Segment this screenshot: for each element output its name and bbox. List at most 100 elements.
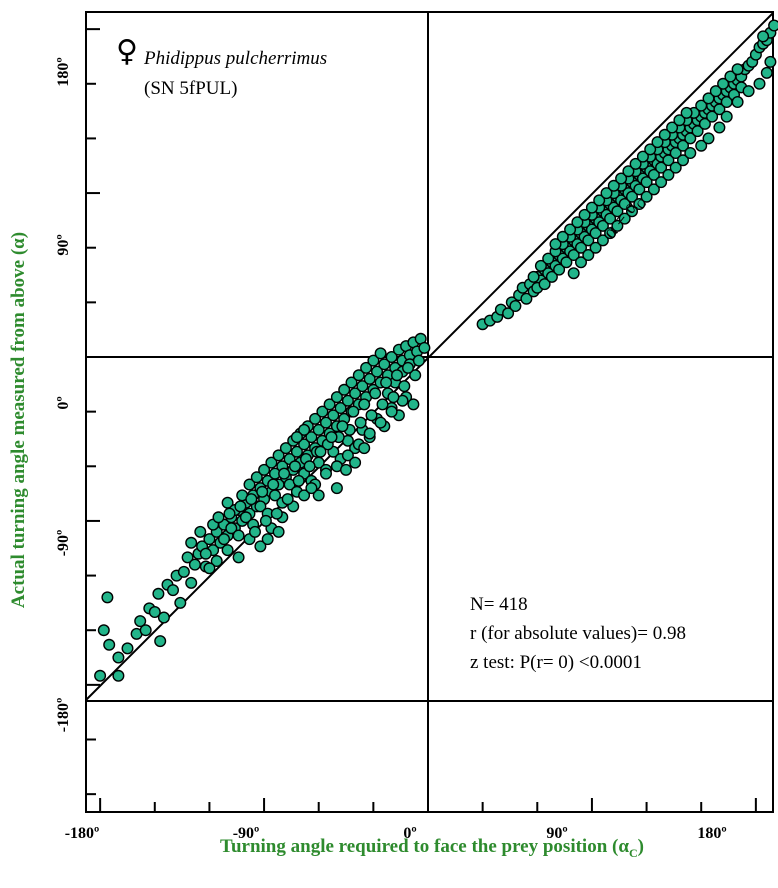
data-point <box>575 241 588 254</box>
data-point <box>644 143 657 156</box>
data-point <box>684 146 697 159</box>
data-point <box>585 201 598 214</box>
data-point <box>378 358 391 371</box>
data-point <box>633 183 646 196</box>
data-point <box>626 190 639 203</box>
data-point <box>380 376 393 389</box>
data-point <box>259 514 272 527</box>
data-point <box>94 669 107 682</box>
data-point <box>538 278 551 291</box>
data-point <box>582 234 595 247</box>
data-point <box>764 55 777 68</box>
data-point <box>349 387 362 400</box>
data-point <box>691 125 704 138</box>
data-point <box>509 300 522 313</box>
data-point <box>338 383 351 396</box>
data-point <box>323 398 336 411</box>
y-tick-label: 0º <box>55 396 72 409</box>
x-tick-label: 180º <box>697 825 726 842</box>
data-point <box>298 489 311 502</box>
y-tick-label: -180º <box>55 698 72 733</box>
tick-marks <box>86 28 757 812</box>
data-point <box>560 256 573 269</box>
data-point <box>618 212 631 225</box>
data-point <box>677 139 690 152</box>
data-point <box>391 369 404 382</box>
data-point <box>636 150 649 163</box>
data-point <box>194 525 207 538</box>
data-point <box>166 584 179 597</box>
data-point <box>232 529 245 542</box>
data-point <box>622 165 635 178</box>
data-point <box>152 587 165 600</box>
data-point <box>270 507 283 520</box>
data-point <box>248 525 261 538</box>
data-point <box>534 259 547 272</box>
data-point <box>305 482 318 495</box>
data-point <box>279 442 292 455</box>
data-point <box>174 596 187 609</box>
y-tick-label: 90º <box>55 234 72 255</box>
data-point <box>334 402 347 415</box>
data-point <box>336 420 349 433</box>
data-point <box>502 307 515 320</box>
data-point <box>367 354 380 367</box>
data-point <box>254 540 267 553</box>
x-tick-label: 0º <box>403 825 416 842</box>
data-point <box>199 547 212 560</box>
data-point <box>553 263 566 276</box>
data-point <box>604 212 617 225</box>
data-point <box>611 219 624 232</box>
data-point <box>289 460 302 473</box>
data-point <box>662 154 675 167</box>
data-point <box>203 533 216 546</box>
data-point <box>278 467 291 480</box>
data-point <box>677 154 690 167</box>
data-point <box>626 205 639 218</box>
data-point <box>292 474 305 487</box>
data-point <box>757 30 770 43</box>
data-point <box>589 227 602 240</box>
data-point <box>564 223 577 236</box>
data-point <box>549 238 562 251</box>
data-point <box>695 139 708 152</box>
data-point <box>702 132 715 145</box>
data-point <box>596 234 609 247</box>
data-point <box>121 642 134 655</box>
data-point <box>702 92 715 105</box>
data-point <box>254 500 267 513</box>
data-point <box>369 387 382 400</box>
data-point <box>232 551 245 564</box>
tick-labels: -180º -90º 0º 90º 180º -180º -90º 0º 90º 180º <box>55 57 727 842</box>
data-point <box>412 354 425 367</box>
chart-title: Phidippus pulcherrimus <box>144 48 328 69</box>
data-point <box>611 205 624 218</box>
stat-z: z test: P(r= 0) <0.0001 <box>470 652 642 673</box>
data-point <box>290 445 303 458</box>
data-point <box>157 611 170 624</box>
data-point <box>221 544 234 557</box>
data-point <box>567 267 580 280</box>
data-point <box>713 121 726 134</box>
x-axis-label-subscript: C <box>628 845 638 860</box>
data-point <box>341 449 354 462</box>
data-point <box>309 412 322 425</box>
data-point <box>658 128 671 141</box>
stat-r: r (for absolute values)= 0.98 <box>470 623 686 644</box>
chart-subtitle: (SN 5fPUL) <box>144 78 238 99</box>
data-point <box>185 536 198 549</box>
data-point <box>655 161 668 174</box>
x-axis-label-suffix: ) <box>637 836 644 857</box>
data-point <box>662 168 675 181</box>
data-point <box>330 391 343 404</box>
data-point <box>409 369 422 382</box>
data-point <box>212 511 225 524</box>
data-point <box>181 551 194 564</box>
data-point <box>305 431 318 444</box>
data-point <box>358 398 371 411</box>
data-point <box>647 183 660 196</box>
data-point <box>724 70 737 83</box>
data-point <box>134 615 147 628</box>
data-point <box>103 638 116 651</box>
